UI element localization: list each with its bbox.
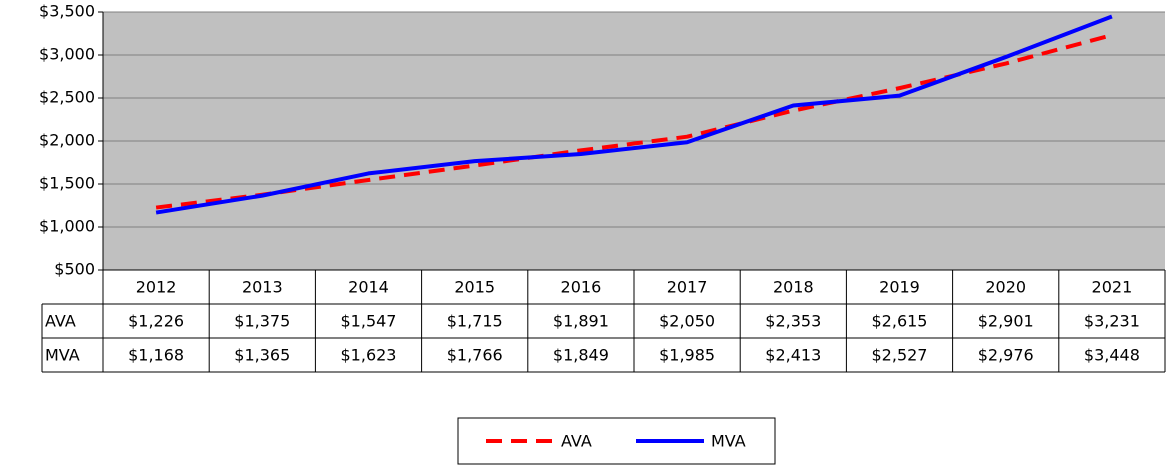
y-tick-label: $500 [54,260,95,279]
table-value: $1,168 [128,346,184,365]
table-value: $1,365 [234,346,290,365]
table-value: $2,976 [978,346,1034,365]
x-tick-label: 2019 [879,278,920,297]
x-tick-label: 2015 [454,278,495,297]
table-row-label: AVA [45,312,76,331]
table-value: $1,891 [553,312,609,331]
series-line [155,14,1113,215]
table-value: $2,413 [765,346,821,365]
table-value: $2,353 [765,312,821,331]
table-value: $1,766 [447,346,503,365]
legend-label: MVA [711,432,746,451]
table-value: $2,050 [659,312,715,331]
table-value: $1,623 [341,346,397,365]
table-value: $1,985 [659,346,715,365]
table-value: $2,615 [872,312,928,331]
table-value: $3,448 [1084,346,1140,365]
table-value: $3,231 [1084,312,1140,331]
table-row-label: MVA [45,346,80,365]
table-value: $1,226 [128,312,184,331]
y-tick-label: $3,000 [39,45,95,64]
y-tick-label: $1,500 [39,174,95,193]
table-value: $1,715 [447,312,503,331]
x-tick-label: 2012 [136,278,177,297]
y-tick-label: $1,000 [39,217,95,236]
x-tick-label: 2018 [773,278,814,297]
table-value: $2,901 [978,312,1034,331]
x-tick-label: 2016 [561,278,602,297]
legend-label: AVA [561,432,592,451]
table-value: $1,375 [234,312,290,331]
x-tick-label: 2013 [242,278,283,297]
x-tick-label: 2017 [667,278,708,297]
table-value: $1,547 [341,312,397,331]
x-tick-label: 2020 [985,278,1026,297]
table-value: $2,527 [872,346,928,365]
y-tick-label: $3,500 [39,2,95,21]
x-tick-label: 2021 [1092,278,1133,297]
y-tick-label: $2,500 [39,88,95,107]
legend [457,417,776,465]
y-tick-label: $2,000 [39,131,95,150]
table-value: $1,849 [553,346,609,365]
x-tick-label: 2014 [348,278,389,297]
